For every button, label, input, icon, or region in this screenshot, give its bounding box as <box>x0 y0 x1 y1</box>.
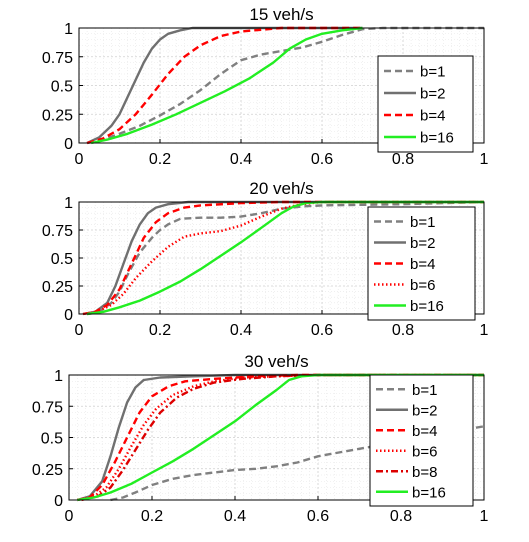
series-line-b=16 <box>77 373 484 502</box>
legend-label-b=1: b=1 <box>412 382 437 399</box>
x-tick-label: 0 <box>75 151 84 168</box>
x-tick-label: 0 <box>75 322 84 339</box>
y-tick-label: 0.25 <box>42 279 73 296</box>
x-tick-label: 0 <box>65 508 74 525</box>
series-line-b=2 <box>76 373 484 502</box>
legend: b=1 b=2 b=4 b=6 b=8 b=16 <box>369 374 474 507</box>
series-line-b=4 <box>77 373 484 502</box>
y-tick-label: 1 <box>54 368 63 385</box>
series-line-b=1 <box>86 200 485 316</box>
series-line-b=2 <box>82 200 484 316</box>
series-line-b=4 <box>82 200 484 316</box>
chart-title: 15 veh/s <box>249 5 313 24</box>
legend-label-b=2: b=2 <box>412 402 437 419</box>
legend-label-b=16: b=16 <box>410 298 444 315</box>
chart-title: 30 veh/s <box>244 352 308 371</box>
y-tick-label: 0.5 <box>51 251 73 268</box>
x-tick-label: 1 <box>480 508 489 525</box>
y-tick-label: 0 <box>64 136 73 153</box>
chart-title: 20 veh/s <box>249 179 313 198</box>
x-tick-label: 0.6 <box>311 322 333 339</box>
y-tick-label: 0.25 <box>42 107 73 124</box>
legend-label-b=6: b=6 <box>410 277 435 294</box>
y-tick-label: 1 <box>64 21 73 38</box>
y-tick-label: 0.75 <box>42 50 73 67</box>
legend: b=1 b=2 b=4 b=16 <box>377 55 474 153</box>
series-line-b=8 <box>81 373 484 502</box>
x-tick-label: 0.8 <box>392 322 414 339</box>
legend-label-b=1: b=1 <box>420 64 445 81</box>
series-line-b=4 <box>86 26 363 145</box>
x-tick-label: 1 <box>480 322 489 339</box>
series-line-b=16 <box>86 200 484 316</box>
x-tick-label: 0.4 <box>230 322 252 339</box>
y-tick-label: 0.25 <box>32 462 63 479</box>
legend-label-b=4: b=4 <box>420 108 445 125</box>
x-tick-label: 1 <box>480 151 489 168</box>
legend-label-b=4: b=4 <box>412 423 437 440</box>
y-tick-label: 1 <box>64 195 73 212</box>
legend-label-b=2: b=2 <box>420 86 445 103</box>
x-tick-label: 0.2 <box>141 508 163 525</box>
x-tick-label: 0.2 <box>149 151 171 168</box>
x-tick-label: 0.2 <box>149 322 171 339</box>
x-tick-label: 0.8 <box>390 508 412 525</box>
legend: b=1 b=2 b=4 b=6 b=16 <box>367 206 476 321</box>
x-tick-label: 0.8 <box>392 151 414 168</box>
legend-label-b=4: b=4 <box>410 256 435 273</box>
y-tick-label: 0.75 <box>42 223 73 240</box>
legend-label-b=6: b=6 <box>412 443 437 460</box>
y-tick-label: 0.5 <box>51 79 73 96</box>
series-line-b=6 <box>77 373 484 502</box>
legend-label-b=16: b=16 <box>412 484 446 501</box>
series-line-b=1 <box>86 26 484 145</box>
legend-label-b=8: b=8 <box>412 464 437 481</box>
legend-label-b=16: b=16 <box>420 130 454 147</box>
legend-box <box>369 374 474 507</box>
y-tick-label: 0 <box>54 493 63 510</box>
legend-label-b=1: b=1 <box>410 214 435 231</box>
x-tick-label: 0.6 <box>307 508 329 525</box>
y-tick-label: 0.75 <box>32 399 63 416</box>
y-tick-label: 0 <box>64 307 73 324</box>
series-line-b=16 <box>90 26 363 145</box>
x-tick-label: 0.4 <box>224 508 246 525</box>
y-tick-label: 0.5 <box>41 431 63 448</box>
series-line-b=2 <box>86 26 363 145</box>
x-tick-label: 0.6 <box>311 151 333 168</box>
x-tick-label: 0.4 <box>230 151 252 168</box>
legend-label-b=2: b=2 <box>410 235 435 252</box>
